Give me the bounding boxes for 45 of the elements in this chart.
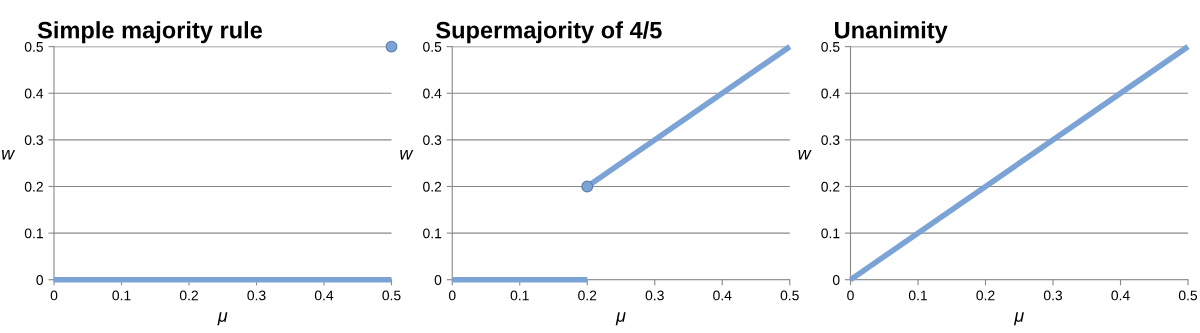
x-tick-label: 0.5 — [780, 290, 799, 301]
x-axis-title: μ — [615, 312, 626, 326]
x-tick-label: 0.2 — [179, 290, 198, 301]
x-tick-label: 0.1 — [908, 290, 927, 301]
y-tick-label: 0.2 — [423, 181, 442, 192]
x-axis-title: μ — [217, 312, 228, 326]
y-axis-title: w — [400, 149, 414, 160]
y-tick-label: 0.4 — [821, 88, 840, 99]
x-tick-label: 0.3 — [247, 290, 266, 301]
x-tick-label: 0.3 — [645, 290, 664, 301]
x-tick-label: 0.2 — [976, 290, 995, 301]
y-tick-label: 0.3 — [24, 135, 43, 146]
x-tick-label: 0.4 — [314, 290, 334, 301]
chart-title: Simple majority rule — [37, 21, 263, 44]
y-tick-label: 0.1 — [24, 228, 43, 239]
y-axis-title: w — [1, 149, 16, 160]
y-tick-label: 0.4 — [24, 88, 44, 99]
y-tick-label: 0 — [36, 275, 44, 285]
x-tick-label: 0 — [448, 290, 456, 301]
y-tick-label: 0.4 — [423, 88, 442, 99]
x-tick-label: 0.3 — [1043, 290, 1063, 301]
x-tick-label: 0.4 — [1111, 290, 1130, 301]
y-tick-label: 0.1 — [821, 228, 840, 239]
x-tick-label: 0.5 — [382, 290, 401, 301]
y-tick-label: 0.2 — [821, 181, 840, 192]
y-tick-label: 0.2 — [24, 181, 43, 192]
y-tick-label: 0 — [832, 275, 840, 285]
y-tick-label: 0.5 — [24, 41, 43, 52]
x-tick-label: 0.4 — [713, 290, 732, 301]
x-tick-label: 0.5 — [1178, 290, 1198, 301]
y-tick-label: 0.5 — [423, 41, 442, 52]
x-tick-label: 0.2 — [578, 290, 597, 301]
y-tick-label: 0 — [434, 275, 442, 285]
x-tick-label: 0 — [50, 290, 58, 301]
y-tick-label: 0.1 — [423, 228, 442, 239]
chart-title: Unanimity — [835, 21, 948, 44]
y-axis-title: w — [798, 149, 812, 160]
y-tick-label: 0.3 — [821, 135, 840, 146]
x-axis-title: μ — [1013, 312, 1024, 326]
x-tick-label: 0 — [847, 290, 854, 301]
chart-title: Supermajority of 4/5 — [436, 21, 662, 44]
y-tick-label: 0.5 — [821, 41, 840, 52]
x-tick-label: 0.1 — [112, 290, 131, 301]
y-tick-label: 0.3 — [423, 135, 442, 146]
x-tick-label: 0.1 — [510, 290, 529, 301]
